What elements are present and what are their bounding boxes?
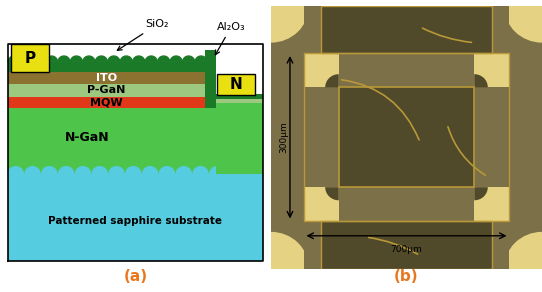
- Polygon shape: [95, 56, 107, 62]
- Text: P: P: [24, 51, 35, 65]
- Text: 300μm: 300μm: [280, 121, 288, 153]
- Polygon shape: [195, 56, 207, 62]
- Polygon shape: [8, 56, 20, 62]
- Text: MQW: MQW: [90, 98, 122, 108]
- Bar: [509, 53, 542, 221]
- Polygon shape: [92, 167, 107, 174]
- Bar: [321, 221, 492, 269]
- Bar: [474, 187, 509, 221]
- Circle shape: [504, 232, 542, 292]
- Polygon shape: [33, 56, 45, 62]
- Text: (a): (a): [124, 269, 147, 284]
- Bar: [216, 99, 263, 102]
- Text: (b): (b): [394, 269, 419, 284]
- Polygon shape: [109, 167, 124, 174]
- Bar: [8, 174, 263, 261]
- Bar: [8, 108, 263, 174]
- Text: Al₂O₃: Al₂O₃: [215, 22, 246, 55]
- Bar: [8, 84, 205, 97]
- Circle shape: [233, 0, 309, 43]
- Text: P-GaN: P-GaN: [87, 86, 126, 95]
- Polygon shape: [143, 167, 158, 174]
- Polygon shape: [25, 167, 40, 174]
- Bar: [216, 94, 263, 99]
- Polygon shape: [58, 56, 70, 62]
- Polygon shape: [83, 56, 95, 62]
- Bar: [205, 50, 216, 108]
- Text: SiO₂: SiO₂: [117, 20, 169, 50]
- Bar: [216, 102, 263, 174]
- Text: Patterned sapphire substrate: Patterned sapphire substrate: [48, 216, 223, 226]
- Wedge shape: [474, 74, 488, 87]
- Bar: [271, 53, 304, 221]
- Bar: [304, 53, 509, 221]
- Bar: [321, 6, 492, 53]
- Text: 700μm: 700μm: [391, 245, 422, 254]
- Wedge shape: [325, 74, 339, 87]
- Polygon shape: [210, 167, 225, 174]
- Text: N-GaN: N-GaN: [64, 131, 109, 144]
- Polygon shape: [227, 167, 242, 174]
- Polygon shape: [243, 167, 259, 174]
- Polygon shape: [46, 56, 57, 62]
- Text: N: N: [230, 77, 243, 92]
- Circle shape: [504, 0, 542, 43]
- Polygon shape: [75, 167, 91, 174]
- Polygon shape: [120, 56, 132, 62]
- Bar: [304, 187, 339, 221]
- Polygon shape: [108, 56, 120, 62]
- Polygon shape: [21, 56, 33, 62]
- Wedge shape: [474, 187, 488, 200]
- Polygon shape: [145, 56, 157, 62]
- Polygon shape: [159, 167, 175, 174]
- Bar: [474, 53, 509, 87]
- Bar: [8, 62, 205, 72]
- Polygon shape: [8, 167, 23, 174]
- Bar: [339, 87, 474, 187]
- Text: ITO: ITO: [96, 73, 117, 83]
- Bar: [8, 97, 205, 108]
- Polygon shape: [193, 167, 208, 174]
- Polygon shape: [70, 56, 82, 62]
- Bar: [304, 53, 339, 87]
- Bar: [339, 87, 474, 187]
- Polygon shape: [133, 56, 145, 62]
- Bar: [8, 72, 205, 84]
- Polygon shape: [176, 167, 191, 174]
- Polygon shape: [158, 56, 170, 62]
- Bar: [304, 6, 509, 53]
- Bar: [11, 44, 49, 72]
- Bar: [304, 221, 509, 269]
- Polygon shape: [42, 167, 57, 174]
- Circle shape: [233, 232, 309, 292]
- Polygon shape: [59, 167, 74, 174]
- Polygon shape: [126, 167, 141, 174]
- Polygon shape: [170, 56, 182, 62]
- Polygon shape: [183, 56, 195, 62]
- Bar: [217, 74, 255, 95]
- Wedge shape: [325, 187, 339, 200]
